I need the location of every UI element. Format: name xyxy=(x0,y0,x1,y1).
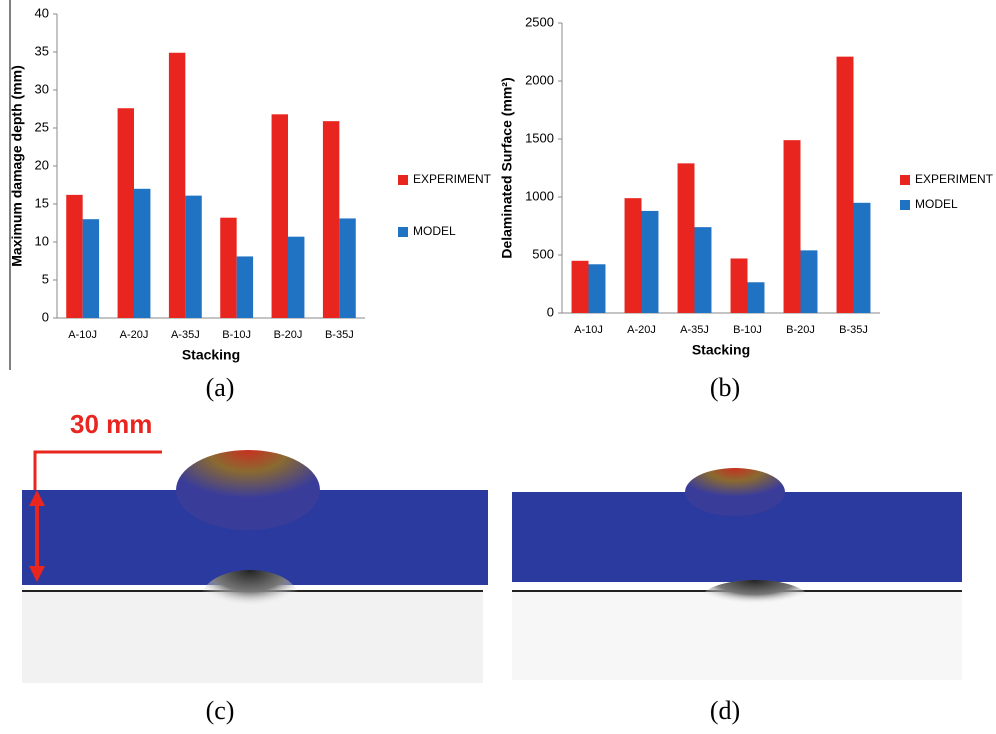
legend-label: EXPERIMENT xyxy=(413,172,492,186)
panel-label: (c) xyxy=(206,696,235,725)
scale-bracket xyxy=(33,450,162,490)
x-tick-label: B-20J xyxy=(786,324,815,336)
legend-label: MODEL xyxy=(915,197,958,211)
panel-label: (b) xyxy=(710,373,740,402)
legend-swatch xyxy=(398,227,408,237)
bar xyxy=(66,194,83,318)
bar xyxy=(236,256,254,318)
bar xyxy=(168,52,186,318)
bar xyxy=(117,108,134,319)
y-tick-label: 1000 xyxy=(525,188,554,203)
legend-swatch xyxy=(900,200,910,210)
x-tick-label: B-10J xyxy=(222,329,251,341)
x-axis-title: Stacking xyxy=(182,347,240,363)
x-tick-label: B-10J xyxy=(733,324,762,336)
x-tick-label: A-20J xyxy=(627,324,656,336)
bar xyxy=(271,114,288,318)
bar xyxy=(288,236,305,318)
damage-zone xyxy=(200,570,300,630)
bar xyxy=(747,282,765,313)
damage-zone xyxy=(176,450,320,530)
bar xyxy=(694,227,712,313)
y-tick-label: 25 xyxy=(35,119,49,134)
arrow-head xyxy=(29,566,45,582)
y-tick-label: 5 xyxy=(42,271,49,286)
bar xyxy=(322,121,340,318)
legend-swatch xyxy=(900,175,910,185)
legend-label: EXPERIMENT xyxy=(915,172,994,186)
bar xyxy=(730,258,748,313)
bar xyxy=(220,217,237,318)
y-tick-label: 20 xyxy=(35,157,49,172)
x-tick-label: B-20J xyxy=(274,329,303,341)
y-tick-label: 30 xyxy=(35,81,49,96)
y-axis-title: Maximum damage depth (mm) xyxy=(9,65,25,266)
bar xyxy=(588,264,606,313)
arrow-head xyxy=(29,490,45,506)
panel-label: (a) xyxy=(206,373,235,402)
y-tick-label: 2000 xyxy=(525,72,554,87)
y-tick-label: 40 xyxy=(35,5,49,20)
legend-label: MODEL xyxy=(413,224,456,238)
bar xyxy=(853,202,871,313)
bar xyxy=(800,250,818,313)
damage-zone xyxy=(700,580,810,620)
bar xyxy=(783,140,801,313)
y-tick-label: 15 xyxy=(35,195,49,210)
bar xyxy=(134,188,151,318)
x-tick-label: A-10J xyxy=(574,324,603,336)
x-tick-label: A-35J xyxy=(680,324,709,336)
y-axis-title: Delaminated Surface (mm²) xyxy=(499,77,515,258)
x-tick-label: B-35J xyxy=(839,324,868,336)
y-tick-label: 35 xyxy=(35,43,49,58)
bar xyxy=(624,198,642,313)
panel-label: (d) xyxy=(710,696,740,725)
x-tick-label: A-35J xyxy=(171,329,200,341)
bar xyxy=(571,260,589,313)
x-tick-label: A-10J xyxy=(68,329,97,341)
bar xyxy=(185,195,202,318)
y-tick-label: 0 xyxy=(42,309,49,324)
y-tick-label: 2500 xyxy=(525,14,554,29)
bar xyxy=(677,163,695,313)
y-tick-label: 500 xyxy=(532,246,554,261)
y-tick-label: 0 xyxy=(547,304,554,319)
bar xyxy=(836,56,854,313)
damage-zone xyxy=(685,468,785,516)
scale-label: 30 mm xyxy=(70,409,152,439)
bar xyxy=(339,218,356,318)
x-tick-label: A-20J xyxy=(120,329,149,341)
bar xyxy=(641,210,659,313)
x-tick-label: B-35J xyxy=(325,329,354,341)
x-axis-title: Stacking xyxy=(692,342,750,358)
y-tick-label: 1500 xyxy=(525,130,554,145)
legend-swatch xyxy=(398,175,408,185)
bar xyxy=(82,219,100,318)
y-tick-label: 10 xyxy=(35,233,49,248)
